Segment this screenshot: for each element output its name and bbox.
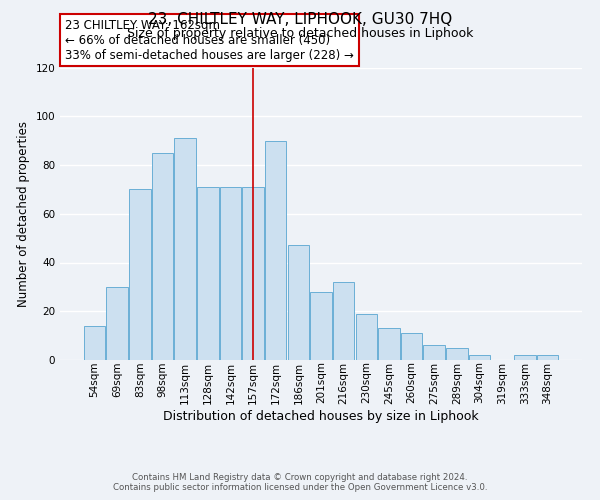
Bar xyxy=(175,138,196,360)
Bar xyxy=(333,282,355,360)
Bar xyxy=(197,187,218,360)
Bar xyxy=(446,348,467,360)
Text: 23, CHILTLEY WAY, LIPHOOK, GU30 7HQ: 23, CHILTLEY WAY, LIPHOOK, GU30 7HQ xyxy=(148,12,452,28)
Bar xyxy=(378,328,400,360)
Bar xyxy=(129,190,151,360)
Y-axis label: Number of detached properties: Number of detached properties xyxy=(17,120,30,306)
Bar xyxy=(537,355,558,360)
Text: Contains HM Land Registry data © Crown copyright and database right 2024.
Contai: Contains HM Land Registry data © Crown c… xyxy=(113,473,487,492)
Bar xyxy=(469,355,490,360)
Text: 23 CHILTLEY WAY: 162sqm
← 66% of detached houses are smaller (450)
33% of semi-d: 23 CHILTLEY WAY: 162sqm ← 66% of detache… xyxy=(65,18,354,62)
Bar xyxy=(152,153,173,360)
Bar xyxy=(514,355,536,360)
Bar xyxy=(424,346,445,360)
Bar xyxy=(242,187,264,360)
Bar xyxy=(265,140,286,360)
Bar xyxy=(356,314,377,360)
Bar xyxy=(310,292,332,360)
X-axis label: Distribution of detached houses by size in Liphook: Distribution of detached houses by size … xyxy=(163,410,479,424)
Bar xyxy=(287,246,309,360)
Bar xyxy=(401,333,422,360)
Bar xyxy=(84,326,105,360)
Text: Size of property relative to detached houses in Liphook: Size of property relative to detached ho… xyxy=(127,28,473,40)
Bar xyxy=(106,287,128,360)
Bar xyxy=(220,187,241,360)
